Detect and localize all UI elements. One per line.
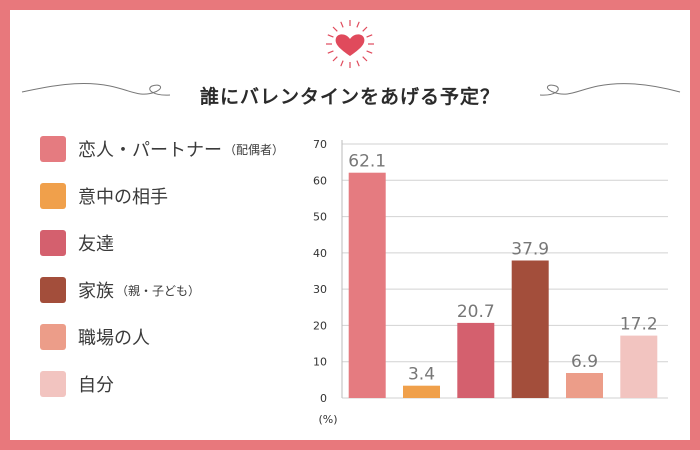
legend-swatch [40, 371, 66, 397]
data-label: 20.7 [457, 302, 495, 322]
burst-ray [366, 34, 373, 38]
burst-ray [327, 34, 334, 38]
burst-ray [362, 26, 368, 32]
legend-item-crush: 意中の相手 [40, 182, 170, 210]
legend-item-family: 家族 （親・子ども） [40, 276, 200, 304]
legend-swatch [40, 230, 66, 256]
legend-item-coworkers: 職場の人 [40, 323, 152, 351]
y-tick-label: 40 [313, 247, 327, 260]
unit-label: (%) [318, 413, 337, 426]
heart-burst-icon [326, 20, 374, 68]
legend-item-self: 自分 [40, 370, 116, 398]
legend-label: 恋人・パートナー [78, 140, 222, 161]
burst-ray [340, 21, 344, 28]
bar [457, 322, 495, 398]
bar [348, 172, 386, 398]
y-tick-label: 30 [313, 283, 327, 296]
burst-ray [332, 26, 338, 32]
data-label: 37.9 [511, 240, 549, 260]
y-tick-label: 0 [320, 392, 327, 405]
burst-ray [327, 50, 334, 54]
legend-sublabel: （配偶者） [224, 142, 285, 157]
legend-swatch [40, 183, 66, 209]
burst-ray [366, 50, 373, 54]
legend-label: 友達 [78, 234, 114, 255]
legend-label: 意中の相手 [78, 187, 168, 208]
y-tick-label: 20 [313, 319, 327, 332]
legend-sublabel: （親・子ども） [116, 283, 201, 298]
y-tick-label: 60 [313, 174, 327, 187]
bar [511, 260, 549, 398]
legend-swatch [40, 136, 66, 162]
legend-item-friends: 友達 [40, 229, 116, 257]
burst-ray [362, 56, 368, 62]
legend-item-partner: 恋人・パートナー （配偶者） [40, 135, 284, 163]
heart-icon [335, 34, 365, 56]
legend-label: 職場の人 [78, 328, 150, 349]
burst-ray [340, 60, 344, 67]
bar [403, 385, 440, 398]
data-label: 3.4 [408, 365, 435, 385]
y-tick-label: 70 [313, 138, 327, 151]
burst-ray [332, 56, 338, 62]
data-label: 17.2 [620, 315, 658, 335]
chart-title: 誰にバレンタインをあげる予定？ [199, 86, 500, 108]
right-decorative-line [539, 83, 681, 96]
legend-swatch [40, 277, 66, 303]
legend-label: 自分 [78, 375, 114, 396]
bar [620, 335, 658, 398]
burst-ray [356, 21, 360, 28]
y-tick-label: 10 [313, 356, 327, 369]
legend-label: 家族 [78, 281, 114, 302]
burst-ray [356, 60, 360, 67]
left-decorative-line [21, 83, 171, 96]
legend-swatch [40, 324, 66, 350]
bar [566, 373, 603, 398]
data-label: 62.1 [348, 152, 386, 172]
data-label: 6.9 [571, 352, 598, 372]
y-tick-label: 50 [313, 211, 327, 224]
